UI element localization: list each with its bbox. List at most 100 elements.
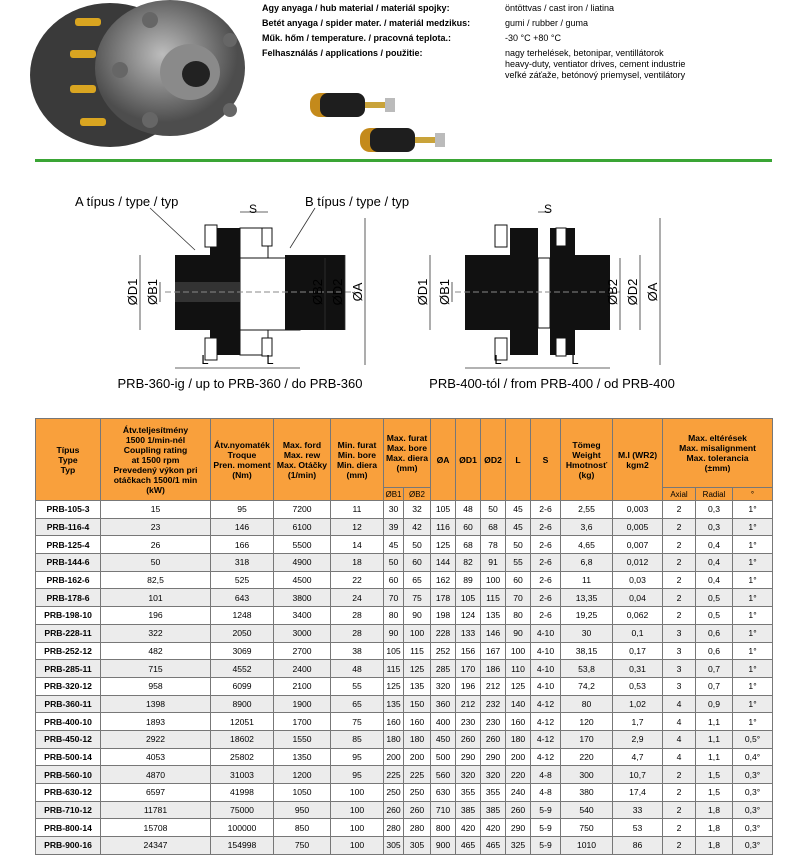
table-cell: 12	[330, 517, 384, 537]
table-cell: 196	[455, 676, 482, 696]
table-cell: 4-10	[530, 641, 562, 661]
header-cell: ØD1	[455, 418, 482, 501]
table-cell: 630	[430, 783, 457, 802]
table-cell: 100	[330, 818, 384, 838]
table-cell: 800	[430, 818, 457, 838]
table-row: PRB-252-12 482 3069 2700 38 105 115 252 156 167 10…	[35, 641, 774, 661]
table-cell: 7200	[273, 500, 331, 519]
table-cell: 23	[100, 517, 211, 537]
header-text: (kg)	[578, 469, 595, 480]
table-cell: 212	[455, 694, 482, 714]
type-cell: PRB-178-6	[35, 588, 101, 608]
header-text: Weight	[572, 449, 601, 460]
subheader-cell: ØB1	[383, 487, 404, 501]
spec-value: öntöttvas / cast iron / liatina	[505, 3, 614, 14]
table-cell: 1,1	[695, 747, 734, 767]
table-cell: 0,4	[695, 570, 734, 590]
table-cell: 1,5	[695, 783, 734, 802]
table-cell: 25802	[210, 747, 274, 767]
table-cell: 82,5	[100, 570, 211, 590]
table-cell: 17,4	[612, 783, 664, 802]
type-cell: PRB-800-14	[35, 818, 101, 838]
header-text: Átv.nyomaték	[214, 439, 270, 450]
table-cell: 198	[430, 606, 457, 625]
table-cell: 91	[480, 553, 507, 572]
spec-label: Betét anyaga / spider mater. / materiál …	[262, 18, 471, 28]
table-cell: 156	[455, 641, 482, 661]
header-cell: Max. furat Max. bore Max. diera (mm)	[382, 418, 432, 488]
table-cell: 1°	[732, 517, 774, 537]
table-cell: 15708	[100, 818, 211, 838]
dim-label: S	[249, 202, 257, 216]
spec-row: Betét anyaga / spider mater. / materiál …	[262, 18, 762, 29]
table-cell: 3000	[273, 623, 331, 643]
spec-value: -30 °C +80 °C	[505, 33, 561, 44]
header-text: Min. diera	[336, 459, 378, 470]
dim-label: ØA	[645, 282, 660, 301]
table-cell: 280	[383, 818, 404, 838]
header-cell: Típus Type Typ	[35, 418, 101, 501]
table-row: PRB-710-12 11781 75000 950 100 260 260 710 385 38…	[35, 800, 774, 820]
table-cell: 500	[430, 747, 457, 767]
table-cell: 5-9	[530, 836, 562, 855]
table-cell: 6099	[210, 676, 274, 696]
table-cell: 4870	[100, 765, 211, 784]
table-cell: 150	[402, 694, 432, 714]
table-cell: 465	[480, 836, 507, 855]
table-cell: 100	[330, 783, 384, 802]
table-cell: 178	[430, 588, 457, 608]
header-cell: ØD2	[480, 418, 507, 501]
dim-label: L	[201, 352, 208, 367]
table-cell: 60	[505, 570, 532, 590]
table-cell: 1,1	[695, 712, 734, 731]
table-cell: 200	[383, 747, 404, 767]
table-cell: 260	[480, 729, 507, 749]
spec-row: Agy anyaga / hub material / materiál spo…	[262, 3, 762, 14]
table-row: PRB-360-11 1398 8900 1900 65 135 150 360 212 232 1…	[35, 694, 774, 714]
table-cell: 1°	[732, 588, 774, 608]
table-cell: 385	[455, 800, 482, 820]
table-cell: 2	[662, 836, 697, 855]
table-cell: 3	[662, 659, 697, 678]
table-cell: 0,7	[695, 659, 734, 678]
table-cell: 105	[430, 500, 457, 519]
dim-label: ØB1	[437, 279, 452, 305]
table-cell: 135	[402, 676, 432, 696]
table-cell: 4	[662, 729, 697, 749]
header-text: Átv.teljesítmény	[122, 424, 189, 435]
header-text: ØD1	[459, 454, 477, 465]
header-text: (Nm)	[232, 469, 252, 480]
table-cell: 105	[455, 588, 482, 608]
table-cell: 90	[505, 623, 532, 643]
table-cell: 0,31	[612, 659, 664, 678]
type-a-label: A típus / type / typ	[75, 194, 178, 209]
header-text: otáčkach 1500/1 min	[113, 474, 198, 485]
table-cell: 1248	[210, 606, 274, 625]
table-cell: 4	[662, 747, 697, 767]
drawing-b	[455, 224, 620, 361]
table-cell: 11	[560, 570, 614, 590]
table-cell: 53	[612, 818, 664, 838]
table-cell: 8900	[210, 694, 274, 714]
table-cell: 32	[402, 500, 432, 519]
table-cell: 200	[402, 747, 432, 767]
diagrams: A típus / type / typ B típus / type / ty…	[75, 194, 675, 391]
table-cell: 68	[480, 517, 507, 537]
table-cell: 180	[505, 729, 532, 749]
table-cell: 0,003	[612, 500, 664, 519]
table-cell: 4-10	[530, 659, 562, 678]
header-text: M.I (WR2)	[617, 449, 658, 460]
table-cell: 33	[612, 800, 664, 820]
table-cell: 260	[402, 800, 432, 820]
type-cell: PRB-198-10	[35, 606, 101, 625]
table-cell: 65	[402, 570, 432, 590]
table-cell: 85	[330, 729, 384, 749]
dim-label: ØD2	[625, 279, 640, 306]
table-cell: 30	[560, 623, 614, 643]
table-cell: 55	[505, 553, 532, 572]
table-row: PRB-178-6 101 643 3800 24 70 75 178 105 115 70 2-6 1…	[35, 588, 774, 608]
header-text: Min. bore	[337, 449, 377, 460]
table-cell: 0,3°	[732, 836, 774, 855]
table-cell: 220	[505, 765, 532, 784]
header-text: ØD2	[484, 454, 502, 465]
